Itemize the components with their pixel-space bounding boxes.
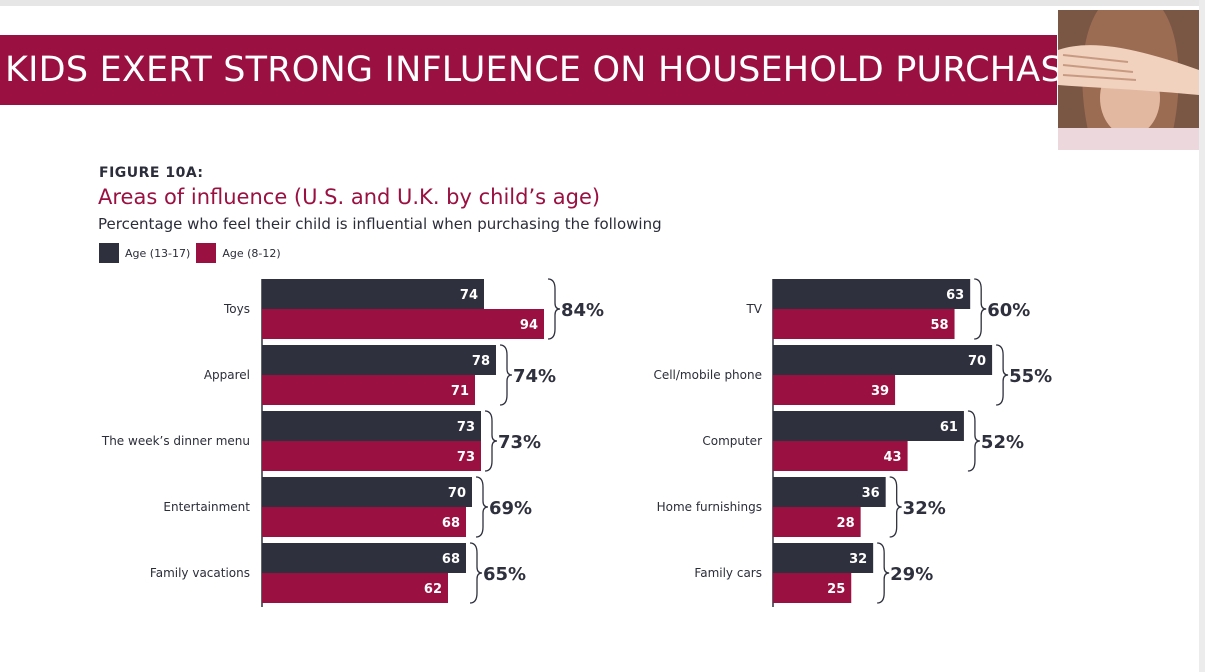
right-border <box>1199 0 1205 672</box>
chart-0-brace <box>484 410 498 472</box>
chart-0-category-label: Entertainment <box>163 500 250 514</box>
chart-0-brace <box>475 476 489 538</box>
chart-0-brace <box>547 278 561 340</box>
legend-label-child: Age (8-12) <box>222 246 281 260</box>
chart-1-data-label: 61 <box>940 420 958 435</box>
chart-1-bar <box>773 477 886 507</box>
chart-1-bar <box>773 441 908 471</box>
chart-1-data-label: 32 <box>849 552 867 567</box>
chart-0-data-label: 70 <box>448 486 466 501</box>
chart-1-total-label: 60% <box>987 300 1030 321</box>
chart-1-brace <box>889 476 902 538</box>
chart-1-category-label: Home furnishings <box>657 500 762 514</box>
chart-0-data-label: 68 <box>442 516 460 531</box>
chart-1-data-label: 25 <box>827 582 845 597</box>
chart-1-data-label: 70 <box>968 354 986 369</box>
chart-0-data-label: 73 <box>457 420 475 435</box>
figure-subtitle: Percentage who feel their child is influ… <box>98 215 662 233</box>
chart-0-data-label: 78 <box>472 354 490 369</box>
chart-0-total-label: 65% <box>483 564 526 585</box>
chart-1-category-label: Computer <box>702 434 762 448</box>
chart-1-total-label: 29% <box>890 564 933 585</box>
chart-0-data-label: 68 <box>442 552 460 567</box>
chart-0-bar <box>262 411 481 441</box>
chart-0-data-label: 73 <box>457 450 475 465</box>
chart-1-bar <box>773 309 955 339</box>
chart-1-data-label: 43 <box>883 450 901 465</box>
chart-1-category-label: Family cars <box>694 566 762 580</box>
chart-1-bar <box>773 507 861 537</box>
chart-1-category-label: Cell/mobile phone <box>653 368 762 382</box>
chart-1-brace <box>996 344 1009 406</box>
chart-1-bar <box>773 345 993 375</box>
figure-title: Areas of influence (U.S. and U.K. by chi… <box>98 185 601 209</box>
legend-label-teen: Age (13-17) <box>125 246 191 260</box>
chart-1-brace <box>974 278 987 340</box>
chart-0-category-label: Apparel <box>204 368 250 382</box>
top-border <box>0 0 1205 6</box>
figure-label: FIGURE 10A: <box>99 165 204 181</box>
chart-0-total-label: 73% <box>498 432 541 453</box>
header-banner: KIDS EXERT STRONG INFLUENCE ON HOUSEHOLD… <box>0 35 1107 105</box>
chart-1-bar <box>773 279 971 309</box>
child-covering-eyes-image <box>1058 10 1199 150</box>
chart-0-category-label: The week’s dinner menu <box>101 434 250 448</box>
chart-1-total-label: 52% <box>981 432 1024 453</box>
chart-0-brace <box>499 344 513 406</box>
chart-1-category-label: TV <box>745 302 762 316</box>
chart-0-total-label: 74% <box>513 366 556 387</box>
chart-0-data-label: 62 <box>424 582 442 597</box>
chart-0-total-label: 84% <box>561 300 604 321</box>
chart-1-bar <box>773 375 896 405</box>
chart-0-bar <box>262 573 448 603</box>
chart-1-data-label: 58 <box>930 318 948 333</box>
chart-0-category-label: Family vacations <box>150 566 250 580</box>
chart-0-category-label: Toys <box>223 302 250 316</box>
chart-0-bar <box>262 441 481 471</box>
header-photo <box>1058 10 1199 150</box>
chart-0-bar <box>262 507 466 537</box>
chart-0-data-label: 94 <box>520 318 538 333</box>
chart-1-bar <box>773 573 852 603</box>
legend-item-teen: Age (13-17) <box>99 243 190 263</box>
chart-0-data-label: 71 <box>451 384 469 399</box>
chart-1-bar <box>773 411 964 441</box>
legend-swatch-teen <box>99 243 119 263</box>
chart-1-data-label: 36 <box>862 486 880 501</box>
chart-0-bar <box>262 309 544 339</box>
chart-legend: Age (13-17) Age (8-12) <box>99 243 287 263</box>
chart-0-bar <box>262 543 466 573</box>
legend-swatch-child <box>196 243 217 263</box>
chart-0-bar <box>262 477 472 507</box>
chart-1-data-label: 63 <box>946 288 964 303</box>
chart-1-total-label: 55% <box>1009 366 1052 387</box>
chart-0-total-label: 69% <box>489 498 532 519</box>
chart-0-bar <box>262 345 496 375</box>
chart-1-total-label: 32% <box>903 498 946 519</box>
chart-0-bar <box>262 375 475 405</box>
legend-item-child: Age (8-12) <box>196 243 281 263</box>
chart-0-bar <box>262 279 484 309</box>
page-title: KIDS EXERT STRONG INFLUENCE ON HOUSEHOLD… <box>5 50 1108 90</box>
chart-1-data-label: 28 <box>837 516 855 531</box>
chart-0-data-label: 74 <box>460 288 478 303</box>
chart-1-bar <box>773 543 874 573</box>
chart-1-brace <box>877 542 890 604</box>
chart-1-brace <box>967 410 980 472</box>
chart-0-brace <box>469 542 483 604</box>
chart-1-data-label: 39 <box>871 384 889 399</box>
